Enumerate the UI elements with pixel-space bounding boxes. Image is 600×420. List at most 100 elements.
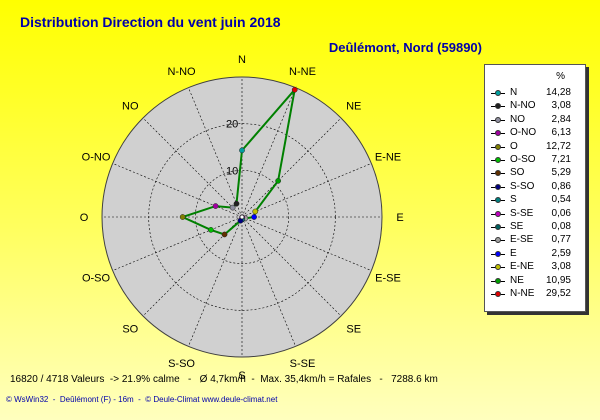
legend-label: SO: [510, 167, 525, 179]
legend-value: 29,52: [545, 288, 571, 299]
legend-marker: [495, 264, 501, 271]
direction-label-o-no: O-NO: [82, 152, 111, 164]
footer-credits: © WsWin32 - Deûlémont (F) - 16m - © Deul…: [6, 395, 278, 404]
legend-item: O-NO 6,13: [485, 127, 585, 140]
legend-value: 2,84: [551, 113, 571, 125]
legend-value: 6,13: [551, 127, 571, 139]
legend-label: S: [510, 194, 517, 206]
direction-label-s-se: S-SE: [290, 358, 316, 370]
legend-value: 0,54: [551, 194, 571, 206]
legend-value: 0,08: [551, 221, 571, 232]
legend-label: E-SE: [510, 234, 534, 246]
legend-marker: [495, 170, 501, 177]
marker-no: [229, 204, 236, 211]
chart-title: Distribution Direction du vent juin 2018: [20, 14, 281, 30]
legend-value: 0,77: [551, 234, 571, 246]
legend-value: 3,08: [551, 100, 571, 112]
legend-label: N: [510, 87, 518, 98]
spoke-n-no: [188, 87, 243, 218]
direction-label-n-no: N-NO: [167, 66, 196, 78]
marker-o-no: [212, 203, 219, 209]
marker-n-ne: [291, 86, 298, 93]
spoke-o-so: [112, 216, 243, 271]
legend-marker: [495, 103, 501, 110]
direction-label-ne: NE: [346, 100, 361, 112]
legend-marker: [495, 157, 501, 163]
legend-item: O-SO 7,21: [485, 154, 585, 167]
ring-20: [148, 123, 336, 311]
legend-marker: [495, 116, 501, 123]
direction-label-n: N: [238, 54, 246, 66]
spoke-e-ne: [241, 163, 372, 218]
legend-value: 0,06: [551, 207, 571, 219]
direction-label-so: SO: [122, 324, 138, 336]
legend-item: NE 10,95: [485, 275, 585, 288]
direction-label-e-ne: E-NE: [375, 152, 401, 164]
marker-ne: [275, 178, 281, 184]
legend-item: S-SE 0,06: [485, 208, 585, 221]
legend-marker: [495, 210, 501, 217]
legend-label: NE: [510, 274, 524, 286]
marker-o: [179, 214, 186, 220]
legend-item: N 14,28: [485, 87, 585, 100]
legend-item: E-NE 3,08: [485, 261, 585, 274]
chart-subtitle: Deûlémont, Nord (59890): [328, 40, 482, 55]
legend-header: %: [556, 71, 565, 82]
direction-label-s-so: S-SO: [168, 358, 195, 370]
legend-marker: [495, 90, 501, 96]
legend-marker: [495, 143, 501, 150]
ring-label-10: 10: [226, 165, 238, 177]
legend-marker: [495, 224, 501, 230]
legend-label: O-NO: [510, 127, 537, 139]
spoke-so: [142, 216, 243, 317]
legend-item: E-SE 0,77: [485, 234, 585, 247]
legend-label: N-NE: [510, 288, 535, 299]
legend-item: SE 0,08: [485, 221, 585, 234]
legend: % N 14,28 N-NO 3,08 NO 2,84 O-NO 6,13 O 12,72 O-SO…: [484, 64, 586, 312]
direction-label-e: E: [396, 212, 403, 224]
spoke-e-se: [241, 216, 372, 271]
legend-value: 12,72: [545, 140, 571, 152]
legend-item: N-NO 3,08: [485, 100, 585, 113]
spoke-no: [142, 117, 243, 218]
legend-item: E 2,59: [485, 248, 585, 261]
legend-marker: [495, 130, 501, 137]
legend-item: S 0,54: [485, 194, 585, 207]
spoke-s-se: [241, 216, 296, 347]
legend-item: O 12,72: [485, 141, 585, 154]
stats-line: 16820 / 4718 Valeurs -> 21.9% calme - Ø …: [10, 374, 438, 385]
legend-value: 2,59: [551, 247, 571, 259]
legend-marker: [495, 183, 501, 190]
legend-label: SE: [510, 221, 524, 232]
legend-label: O: [510, 140, 518, 152]
legend-label: S-SO: [510, 180, 535, 192]
legend-label: E: [510, 247, 517, 259]
rose-center: [239, 214, 245, 220]
spoke-se: [241, 216, 342, 317]
spoke-n-ne: [241, 87, 296, 218]
legend-item: NO 2,84: [485, 114, 585, 127]
legend-label: S-SE: [510, 207, 534, 219]
spoke-s-so: [188, 216, 243, 347]
legend-label: O-SO: [510, 154, 536, 165]
legend-item: SO 5,29: [485, 167, 585, 180]
marker-o-so: [208, 227, 214, 233]
direction-label-s: S: [238, 370, 245, 382]
legend-item: N-NE 29,52: [485, 288, 585, 301]
legend-marker: [495, 291, 501, 297]
legend-value: 3,08: [551, 261, 571, 273]
legend-marker: [495, 250, 501, 257]
legend-item: S-SO 0,86: [485, 181, 585, 194]
legend-marker: [495, 197, 501, 204]
legend-value: 14,28: [545, 87, 571, 98]
direction-label-n-ne: N-NE: [289, 66, 316, 78]
legend-value: 7,21: [551, 154, 571, 165]
legend-marker: [495, 277, 501, 284]
spoke-o-no: [112, 163, 243, 218]
direction-label-se: SE: [346, 324, 361, 336]
ring-label-20: 20: [226, 119, 238, 131]
direction-label-o-so: O-SO: [82, 272, 111, 284]
ring-10: [195, 170, 289, 264]
